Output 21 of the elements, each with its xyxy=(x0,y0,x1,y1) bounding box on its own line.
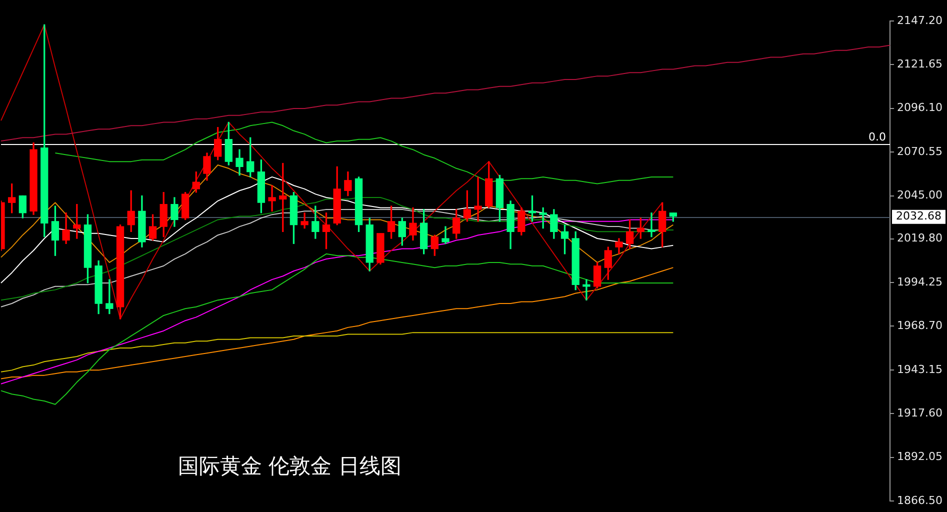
annotation: 0.0 xyxy=(868,130,886,144)
y-tick-label: 2019.80 xyxy=(897,232,942,245)
y-tick-label: 2070.55 xyxy=(897,144,942,158)
y-tick-label: 1968.70 xyxy=(897,319,942,332)
y-tick-label: 2096.10 xyxy=(897,101,942,114)
ref-line-label: 2032.68 xyxy=(896,210,942,223)
y-tick-label: 1866.50 xyxy=(897,494,942,507)
candlestick xyxy=(300,212,308,229)
candlestick xyxy=(442,226,450,244)
y-tick-label: 1943.15 xyxy=(897,362,942,376)
candlestick xyxy=(648,212,656,238)
y-tick-label: 1892.05 xyxy=(897,450,942,464)
y-tick-label: 2147.20 xyxy=(897,14,942,27)
y-tick-label: 1917.60 xyxy=(897,406,942,420)
y-tick-label: 2045.00 xyxy=(897,188,942,202)
y-tick-label: 1994.25 xyxy=(897,275,942,288)
y-tick-label: 2121.65 xyxy=(897,58,942,71)
candlestick xyxy=(474,176,482,222)
candlestick xyxy=(268,185,276,212)
text: 国际黄金 伦敦金 日线图 xyxy=(178,453,402,480)
candlestick xyxy=(539,207,547,229)
